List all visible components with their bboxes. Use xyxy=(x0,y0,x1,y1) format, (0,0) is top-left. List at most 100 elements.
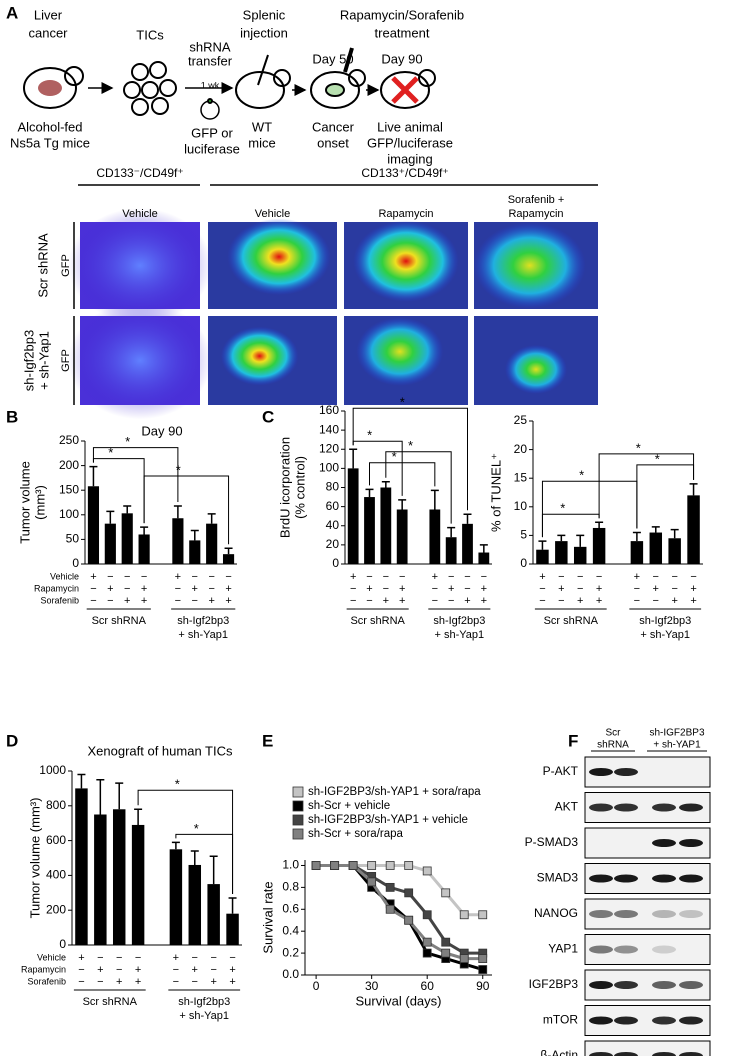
group-label: Scr shRNA xyxy=(83,996,138,1008)
series-marker xyxy=(459,954,469,963)
treatment-sign: + xyxy=(432,571,438,583)
y-tick-label: 140 xyxy=(319,422,339,436)
blot-band xyxy=(614,839,638,847)
blot-band xyxy=(679,839,703,847)
treatment-sign: − xyxy=(210,964,216,976)
treatment-sign: − xyxy=(383,571,389,583)
blot-band xyxy=(679,803,703,812)
treatment-label: Sorafenib xyxy=(40,595,79,605)
error-bar xyxy=(538,540,547,550)
y-tick-label: 150 xyxy=(59,482,79,496)
significance-label: * xyxy=(560,501,565,516)
bar xyxy=(536,549,549,564)
y-tick-label: 40 xyxy=(326,518,340,532)
panel-letter: D xyxy=(6,731,18,750)
series-marker xyxy=(311,861,321,870)
column-label: Vehicle xyxy=(255,208,290,220)
significance-bracket xyxy=(352,407,468,511)
y-tick-label: 0.6 xyxy=(282,901,299,915)
significance-label: * xyxy=(400,395,405,410)
error-bar xyxy=(576,534,585,547)
series-marker xyxy=(404,861,414,870)
blot-band xyxy=(589,1052,613,1056)
bar xyxy=(131,824,145,945)
significance-label: * xyxy=(176,462,181,477)
schematic-text: Liver xyxy=(34,7,63,22)
error-bar xyxy=(171,841,180,850)
schematic-text: Live animal xyxy=(377,119,443,134)
blot-band xyxy=(652,874,676,883)
bar xyxy=(364,497,375,564)
y-tick-label: 0.8 xyxy=(282,880,299,894)
y-tick-label: 20 xyxy=(514,442,528,456)
legend-label: sh-Scr + vehicle xyxy=(308,800,390,812)
chart-title: Day 90 xyxy=(141,423,182,438)
bar xyxy=(380,487,392,564)
series-line xyxy=(316,863,483,961)
error-bar xyxy=(77,773,86,789)
error-bar xyxy=(479,544,488,553)
blot-band xyxy=(589,874,613,883)
schematic-art xyxy=(23,47,436,120)
x-tick-label: 90 xyxy=(476,979,490,993)
treatment-sign: − xyxy=(210,952,216,964)
error-bar xyxy=(190,850,199,865)
blot-band xyxy=(589,910,613,918)
blot-band xyxy=(614,874,638,883)
series-marker xyxy=(441,888,451,898)
series-marker xyxy=(422,866,432,876)
series-marker xyxy=(404,915,414,925)
treatment-sign: + xyxy=(107,583,113,595)
y-tick-label: 5 xyxy=(520,528,527,542)
error-bar xyxy=(106,510,115,524)
schematic-text: GFP or xyxy=(191,125,233,140)
significance-bracket xyxy=(175,833,234,895)
y-tick-label: 120 xyxy=(319,441,339,455)
treatment-sign: − xyxy=(107,595,113,607)
treatment-sign: − xyxy=(671,583,677,595)
treatment-sign: − xyxy=(690,571,696,583)
bar xyxy=(445,537,457,564)
imaging-signal xyxy=(227,218,331,296)
treatment-sign: + xyxy=(690,595,696,607)
treatment-sign: + xyxy=(671,595,677,607)
treatment-sign: + xyxy=(634,571,640,583)
error-bar xyxy=(463,513,472,524)
significance-label: * xyxy=(194,821,199,836)
series-marker xyxy=(385,882,395,892)
treatment-sign: − xyxy=(448,595,454,607)
bar xyxy=(206,523,218,564)
y-tick-label: 20 xyxy=(326,537,340,551)
y-tick-label: 200 xyxy=(46,902,66,916)
error-bar xyxy=(689,483,698,496)
bar xyxy=(87,486,100,564)
significance-bracket xyxy=(541,480,638,538)
y-tick-label: 0 xyxy=(59,937,66,951)
schematic-text: Rapamycin/Sorafenib xyxy=(340,7,464,22)
treatment-sign: − xyxy=(192,952,198,964)
bar xyxy=(478,552,490,564)
y-tick-label: 100 xyxy=(319,461,339,475)
significance-label: * xyxy=(655,451,660,466)
y-axis-label: BrdU icorporation xyxy=(277,437,292,538)
significance-bracket xyxy=(92,447,179,502)
blot-band xyxy=(614,803,638,812)
y-axis-label: Survival rate xyxy=(260,881,275,953)
treatment-sign: + xyxy=(192,583,198,595)
group-label: + sh-Yap1 xyxy=(179,1010,229,1022)
error-bar xyxy=(595,521,604,528)
column-label: Vehicle xyxy=(122,208,157,220)
blot-label: SMAD3 xyxy=(537,871,579,885)
error-bar xyxy=(651,526,660,533)
treatment-sign: − xyxy=(192,595,198,607)
treatment-sign: + xyxy=(558,583,564,595)
treatment-sign: − xyxy=(124,583,130,595)
significance-label: * xyxy=(408,438,413,453)
treatment-sign: − xyxy=(107,571,113,583)
imaging-signal xyxy=(505,344,567,394)
treatment-sign: + xyxy=(173,952,179,964)
error-bar xyxy=(140,526,149,535)
treatment-sign: − xyxy=(653,595,659,607)
treatment-sign: − xyxy=(173,976,179,988)
treatment-sign: − xyxy=(192,571,198,583)
